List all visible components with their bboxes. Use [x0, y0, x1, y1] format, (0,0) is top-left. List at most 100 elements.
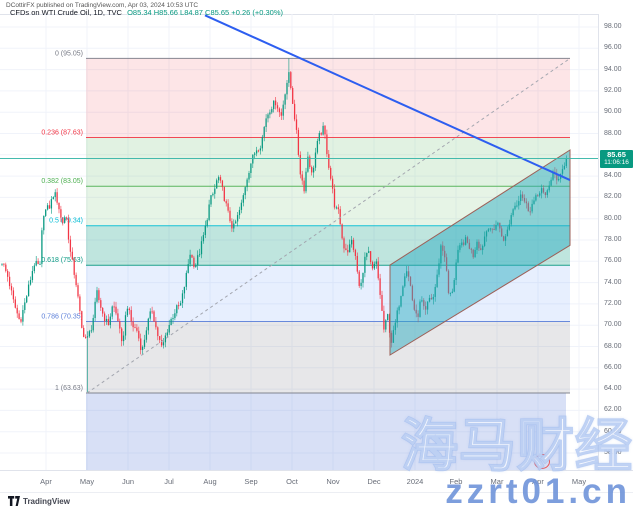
candle-body: [90, 330, 92, 332]
candle-body: [132, 321, 134, 328]
candle-body: [535, 195, 537, 201]
tradingview-logo-link[interactable]: TradingView: [8, 496, 70, 506]
candle-body: [320, 133, 322, 135]
widget-top-border: [0, 14, 633, 15]
price-tick-label: 60.00: [604, 427, 622, 435]
candle-body: [426, 301, 429, 310]
candle-body: [425, 306, 427, 310]
candle-body: [314, 152, 317, 168]
candle-body: [83, 327, 85, 337]
fib-level-label: 0.5 (79.34): [49, 218, 83, 225]
ascending-channel: [389, 149, 571, 356]
candle-body: [461, 242, 463, 246]
candle-body: [217, 177, 220, 181]
price-tick-label: 74.00: [604, 278, 622, 286]
candle-body: [3, 263, 5, 265]
price-axis[interactable]: 85.65 11:06:16 98.00 96.00 94.00 92.00 90.00…: [598, 14, 633, 470]
candle-body: [157, 327, 159, 337]
candle-body: [7, 270, 9, 277]
candle-body: [181, 293, 184, 304]
time-axis[interactable]: Apr May Jun Jul Aug Sep Oct Nov Dec 2024 Feb Mar Apr…: [0, 470, 633, 493]
candle-body: [544, 192, 547, 196]
candle-body: [502, 236, 505, 241]
candle-body: [356, 255, 358, 272]
candle-body: [198, 254, 201, 256]
candle-body: [396, 310, 398, 323]
candle-body: [14, 299, 16, 308]
candle-body: [179, 303, 182, 306]
price-tick-label: 70.00: [604, 321, 622, 329]
candle-body: [46, 205, 49, 210]
candle-body: [521, 194, 524, 198]
candlestick-chart[interactable]: 0 (95.05) 0.236 (87.63) 0.382 (83.05) 0.5 (…: [0, 14, 598, 470]
candle-body: [102, 307, 104, 314]
time-tick-label: 2024: [406, 477, 424, 486]
candle-body: [444, 250, 446, 258]
candle-body: [67, 218, 70, 240]
candle-body: [244, 187, 246, 196]
candle-body: [379, 278, 381, 295]
candle-body: [299, 154, 301, 175]
candle-body: [193, 257, 195, 268]
candle-body: [286, 82, 288, 95]
candle-body: [550, 179, 552, 186]
price-chart-pane[interactable]: 0 (95.05) 0.236 (87.63) 0.382 (83.05) 0.5 (…: [0, 14, 598, 470]
symbol-legend[interactable]: CFDs on WTI Crude Oil, 1D, TVC O85.34 H8…: [10, 8, 286, 17]
fib-level-label: 1 (63.63): [55, 385, 83, 392]
time-tick-label: Apr: [40, 477, 52, 486]
candle-body: [1, 263, 3, 265]
candle-body: [62, 217, 64, 223]
candle-body: [366, 252, 368, 257]
candle-body: [119, 321, 121, 329]
candle-body: [312, 167, 315, 173]
candle-body: [100, 300, 102, 308]
candle-body: [525, 201, 528, 204]
candle-body: [212, 193, 214, 196]
price-tick-label: 62.00: [604, 406, 622, 414]
candle-body: [518, 201, 520, 206]
candle-body: [255, 150, 258, 154]
candle-body: [350, 239, 353, 245]
candle-body: [168, 324, 170, 333]
time-tick-label: Apr: [532, 477, 544, 486]
candle-body: [322, 125, 324, 135]
candle-body: [271, 109, 273, 113]
candle-body: [354, 249, 357, 256]
bar-countdown: 11:06:16: [604, 158, 629, 166]
candle-body: [225, 201, 227, 204]
candle-body: [124, 315, 127, 336]
candle-body: [510, 215, 512, 225]
candle-body: [26, 296, 28, 303]
candle-body: [223, 187, 225, 202]
candle-body: [326, 134, 328, 155]
candle-body: [415, 309, 417, 314]
candle-body: [265, 118, 267, 127]
candle-body: [185, 272, 187, 287]
candle-body: [117, 313, 119, 322]
price-tick-label: 72.00: [604, 299, 622, 307]
candle-body: [145, 330, 148, 340]
candle-body: [284, 94, 286, 105]
candle-body: [31, 271, 34, 280]
price-tick-label: 92.00: [604, 86, 622, 94]
candle-body: [404, 276, 406, 287]
candle-body: [468, 242, 471, 249]
candle-body: [290, 72, 292, 88]
fib-level-label: 0 (95.05): [55, 50, 83, 57]
red-ellipse-annotation: [534, 454, 550, 469]
candle-body: [362, 272, 364, 283]
candle-body: [442, 245, 444, 251]
candle-body: [18, 313, 20, 320]
fib-level-label: 0.236 (87.63): [41, 129, 83, 136]
dashed-trendline: [86, 58, 571, 394]
candle-body: [369, 251, 372, 262]
candle-body: [539, 193, 541, 196]
candle-body: [440, 245, 442, 264]
candle-body: [413, 300, 415, 310]
time-tick-label: Jul: [164, 477, 174, 486]
candle-body: [343, 238, 345, 249]
candle-body: [20, 319, 22, 322]
time-tick-label: Dec: [367, 477, 381, 486]
candle-body: [236, 215, 239, 222]
